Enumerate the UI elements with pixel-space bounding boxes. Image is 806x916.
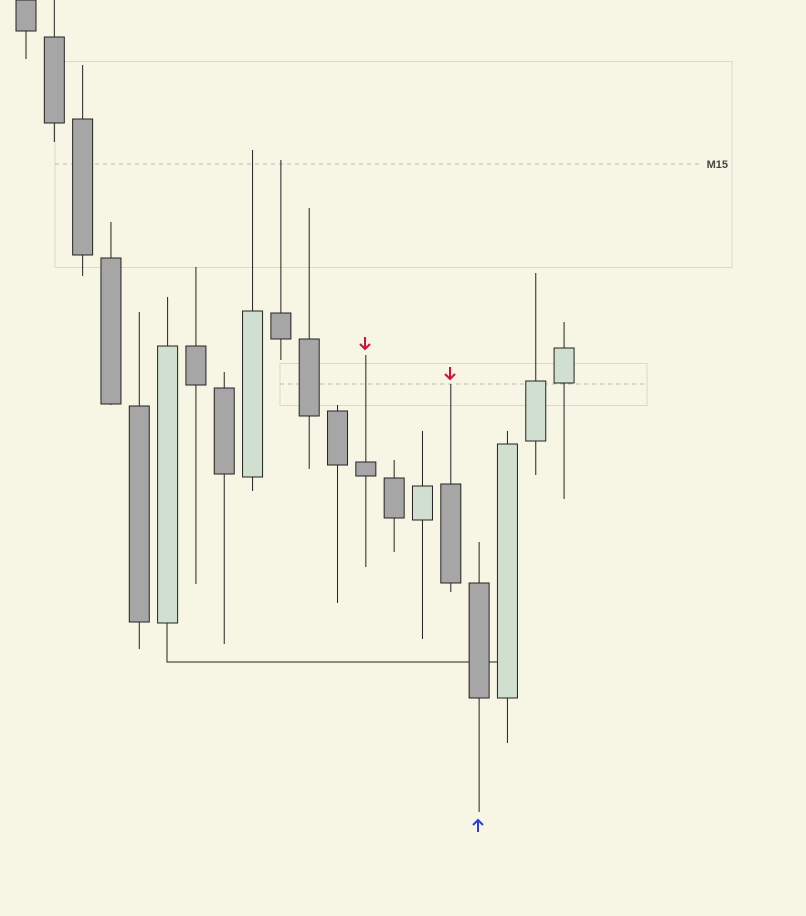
candle-body: [440, 483, 462, 584]
sell-arrow: [444, 367, 456, 381]
candles: [15, 0, 575, 812]
candle-body: [213, 387, 235, 475]
candle-body: [185, 345, 207, 386]
candle-body: [553, 347, 575, 384]
candle-body: [128, 405, 150, 623]
zone-label: M15: [707, 159, 728, 171]
candle-body: [72, 118, 94, 256]
candle-body: [157, 345, 179, 624]
candle-body: [15, 0, 37, 32]
candle-body: [242, 310, 264, 478]
candle-body: [383, 477, 405, 519]
candle-body: [100, 257, 122, 405]
level-line: [166, 623, 506, 663]
sell-arrow: [359, 337, 371, 351]
candle-body: [355, 461, 377, 477]
buy-arrow: [472, 818, 484, 832]
candle-body: [327, 410, 349, 466]
candle-body: [270, 312, 292, 340]
candle-body: [525, 380, 547, 442]
candle-body: [411, 485, 433, 521]
candle-body: [43, 36, 65, 124]
candle-body: [496, 443, 518, 699]
candle-body: [468, 582, 490, 699]
candle-body: [298, 338, 320, 417]
